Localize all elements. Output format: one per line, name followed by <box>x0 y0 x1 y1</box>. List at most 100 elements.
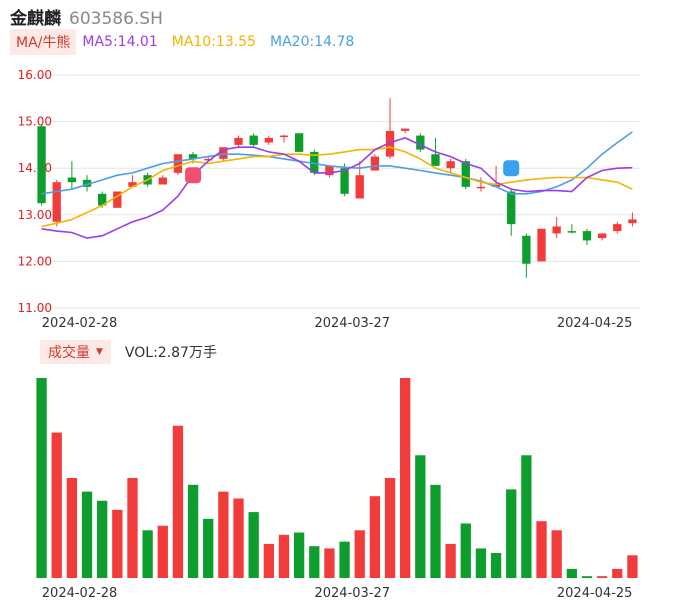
volume-bar <box>475 548 487 578</box>
volume-bar <box>203 518 214 578</box>
volume-bar <box>157 525 168 578</box>
candle-body <box>522 235 531 264</box>
bull-marker-icon <box>185 167 202 184</box>
candle-body <box>370 156 380 171</box>
volume-bar <box>581 576 593 578</box>
volume-bar <box>430 484 441 578</box>
candle-body <box>552 226 561 234</box>
candle-body <box>491 184 501 187</box>
stock-code: 603586.SH <box>69 9 163 29</box>
candle-body <box>613 224 622 232</box>
candle-body <box>82 179 92 187</box>
ma5-value: MA5:14.01 <box>82 34 158 50</box>
candle-body <box>446 161 455 169</box>
volume-bar <box>233 498 244 578</box>
x-tick-label: 2024-04-25 <box>557 586 633 601</box>
candle-body <box>113 191 122 208</box>
candle-body <box>249 135 258 145</box>
volume-bar <box>127 478 138 578</box>
volume-bar <box>627 555 638 578</box>
volume-bar <box>490 553 502 578</box>
candle-body <box>416 135 425 150</box>
volume-bar <box>142 530 153 578</box>
volume-bar <box>369 496 381 578</box>
volume-bar <box>263 543 274 578</box>
candle-body <box>537 228 546 262</box>
candle-body <box>219 147 228 159</box>
candle-body <box>567 231 576 233</box>
ma-legend: MA/牛熊 MA5:14.01 MA10:13.55 MA20:14.78 <box>10 29 368 55</box>
x-tick-label: 2024-02-28 <box>42 316 118 331</box>
x-tick-label: 2024-03-27 <box>314 586 390 601</box>
stock-header: 金麒麟 603586.SH <box>10 4 163 29</box>
volume-legend: 成交量 ▼ VOL:2.87万手 <box>40 340 217 364</box>
candle-body <box>325 165 334 176</box>
volume-bar <box>324 548 335 578</box>
volume-bar <box>384 478 396 578</box>
candle-body <box>234 137 243 145</box>
ma5-line <box>41 137 633 239</box>
candle-body <box>52 182 61 222</box>
volume-indicator-tab[interactable]: 成交量 ▼ <box>40 340 111 364</box>
volume-bar <box>506 489 517 578</box>
caret-down-icon: ▼ <box>96 347 103 357</box>
candle-body <box>98 193 107 206</box>
candle-body <box>461 161 470 187</box>
volume-bar <box>66 478 78 578</box>
candle-body <box>67 177 77 183</box>
candle-body <box>628 219 637 224</box>
ma10-value: MA10:13.55 <box>171 34 257 50</box>
y-tick-label: 13.00 <box>18 208 52 222</box>
volume-value: VOL:2.87万手 <box>124 345 217 361</box>
candle-body <box>158 177 167 185</box>
candle-body <box>340 168 349 194</box>
volume-bar <box>309 546 320 578</box>
candle-body <box>476 186 486 189</box>
candle-body <box>264 137 273 143</box>
ma20-line <box>41 131 633 195</box>
ma10-line <box>41 146 633 228</box>
candle-body <box>401 128 410 131</box>
candle-body <box>431 154 440 166</box>
y-tick-label: 12.00 <box>18 254 52 268</box>
volume-bar <box>97 500 108 578</box>
candle-body <box>204 158 213 161</box>
candle-body <box>355 175 364 199</box>
candle-body <box>582 231 592 241</box>
candle-body <box>188 154 198 159</box>
y-tick-label: 15.00 <box>18 115 52 129</box>
volume-bar <box>521 455 532 578</box>
candle-body <box>294 133 304 152</box>
volume-bar <box>551 530 562 578</box>
candle-body <box>310 151 319 173</box>
volume-bar <box>566 568 577 578</box>
candle-body <box>597 233 607 239</box>
x-tick-label: 2024-04-25 <box>557 316 633 331</box>
stock-name: 金麒麟 <box>10 9 61 29</box>
y-tick-label: 14.00 <box>18 161 52 175</box>
volume-bar <box>36 378 47 578</box>
ma-indicator-tab[interactable]: MA/牛熊 <box>10 29 77 55</box>
volume-bar <box>187 484 199 578</box>
candle-body <box>385 130 395 157</box>
volume-bar <box>460 523 471 578</box>
volume-bar <box>81 491 93 578</box>
volume-bar <box>400 378 411 578</box>
volume-bar <box>536 521 547 578</box>
volume-bar <box>612 568 623 578</box>
volume-bar <box>172 425 184 578</box>
candle-body <box>173 154 183 173</box>
volume-tab-label: 成交量 <box>48 345 90 361</box>
volume-bar <box>293 532 305 578</box>
candle-body <box>507 191 516 225</box>
y-tick-label: 16.00 <box>18 68 52 82</box>
candle-body <box>37 126 46 204</box>
candle-body <box>279 135 289 138</box>
volume-bar <box>51 432 62 578</box>
x-tick-label: 2024-03-27 <box>314 316 390 331</box>
volume-bar <box>354 530 365 578</box>
volume-bar <box>596 576 608 578</box>
volume-bar <box>112 509 123 578</box>
volume-bar <box>445 543 456 578</box>
